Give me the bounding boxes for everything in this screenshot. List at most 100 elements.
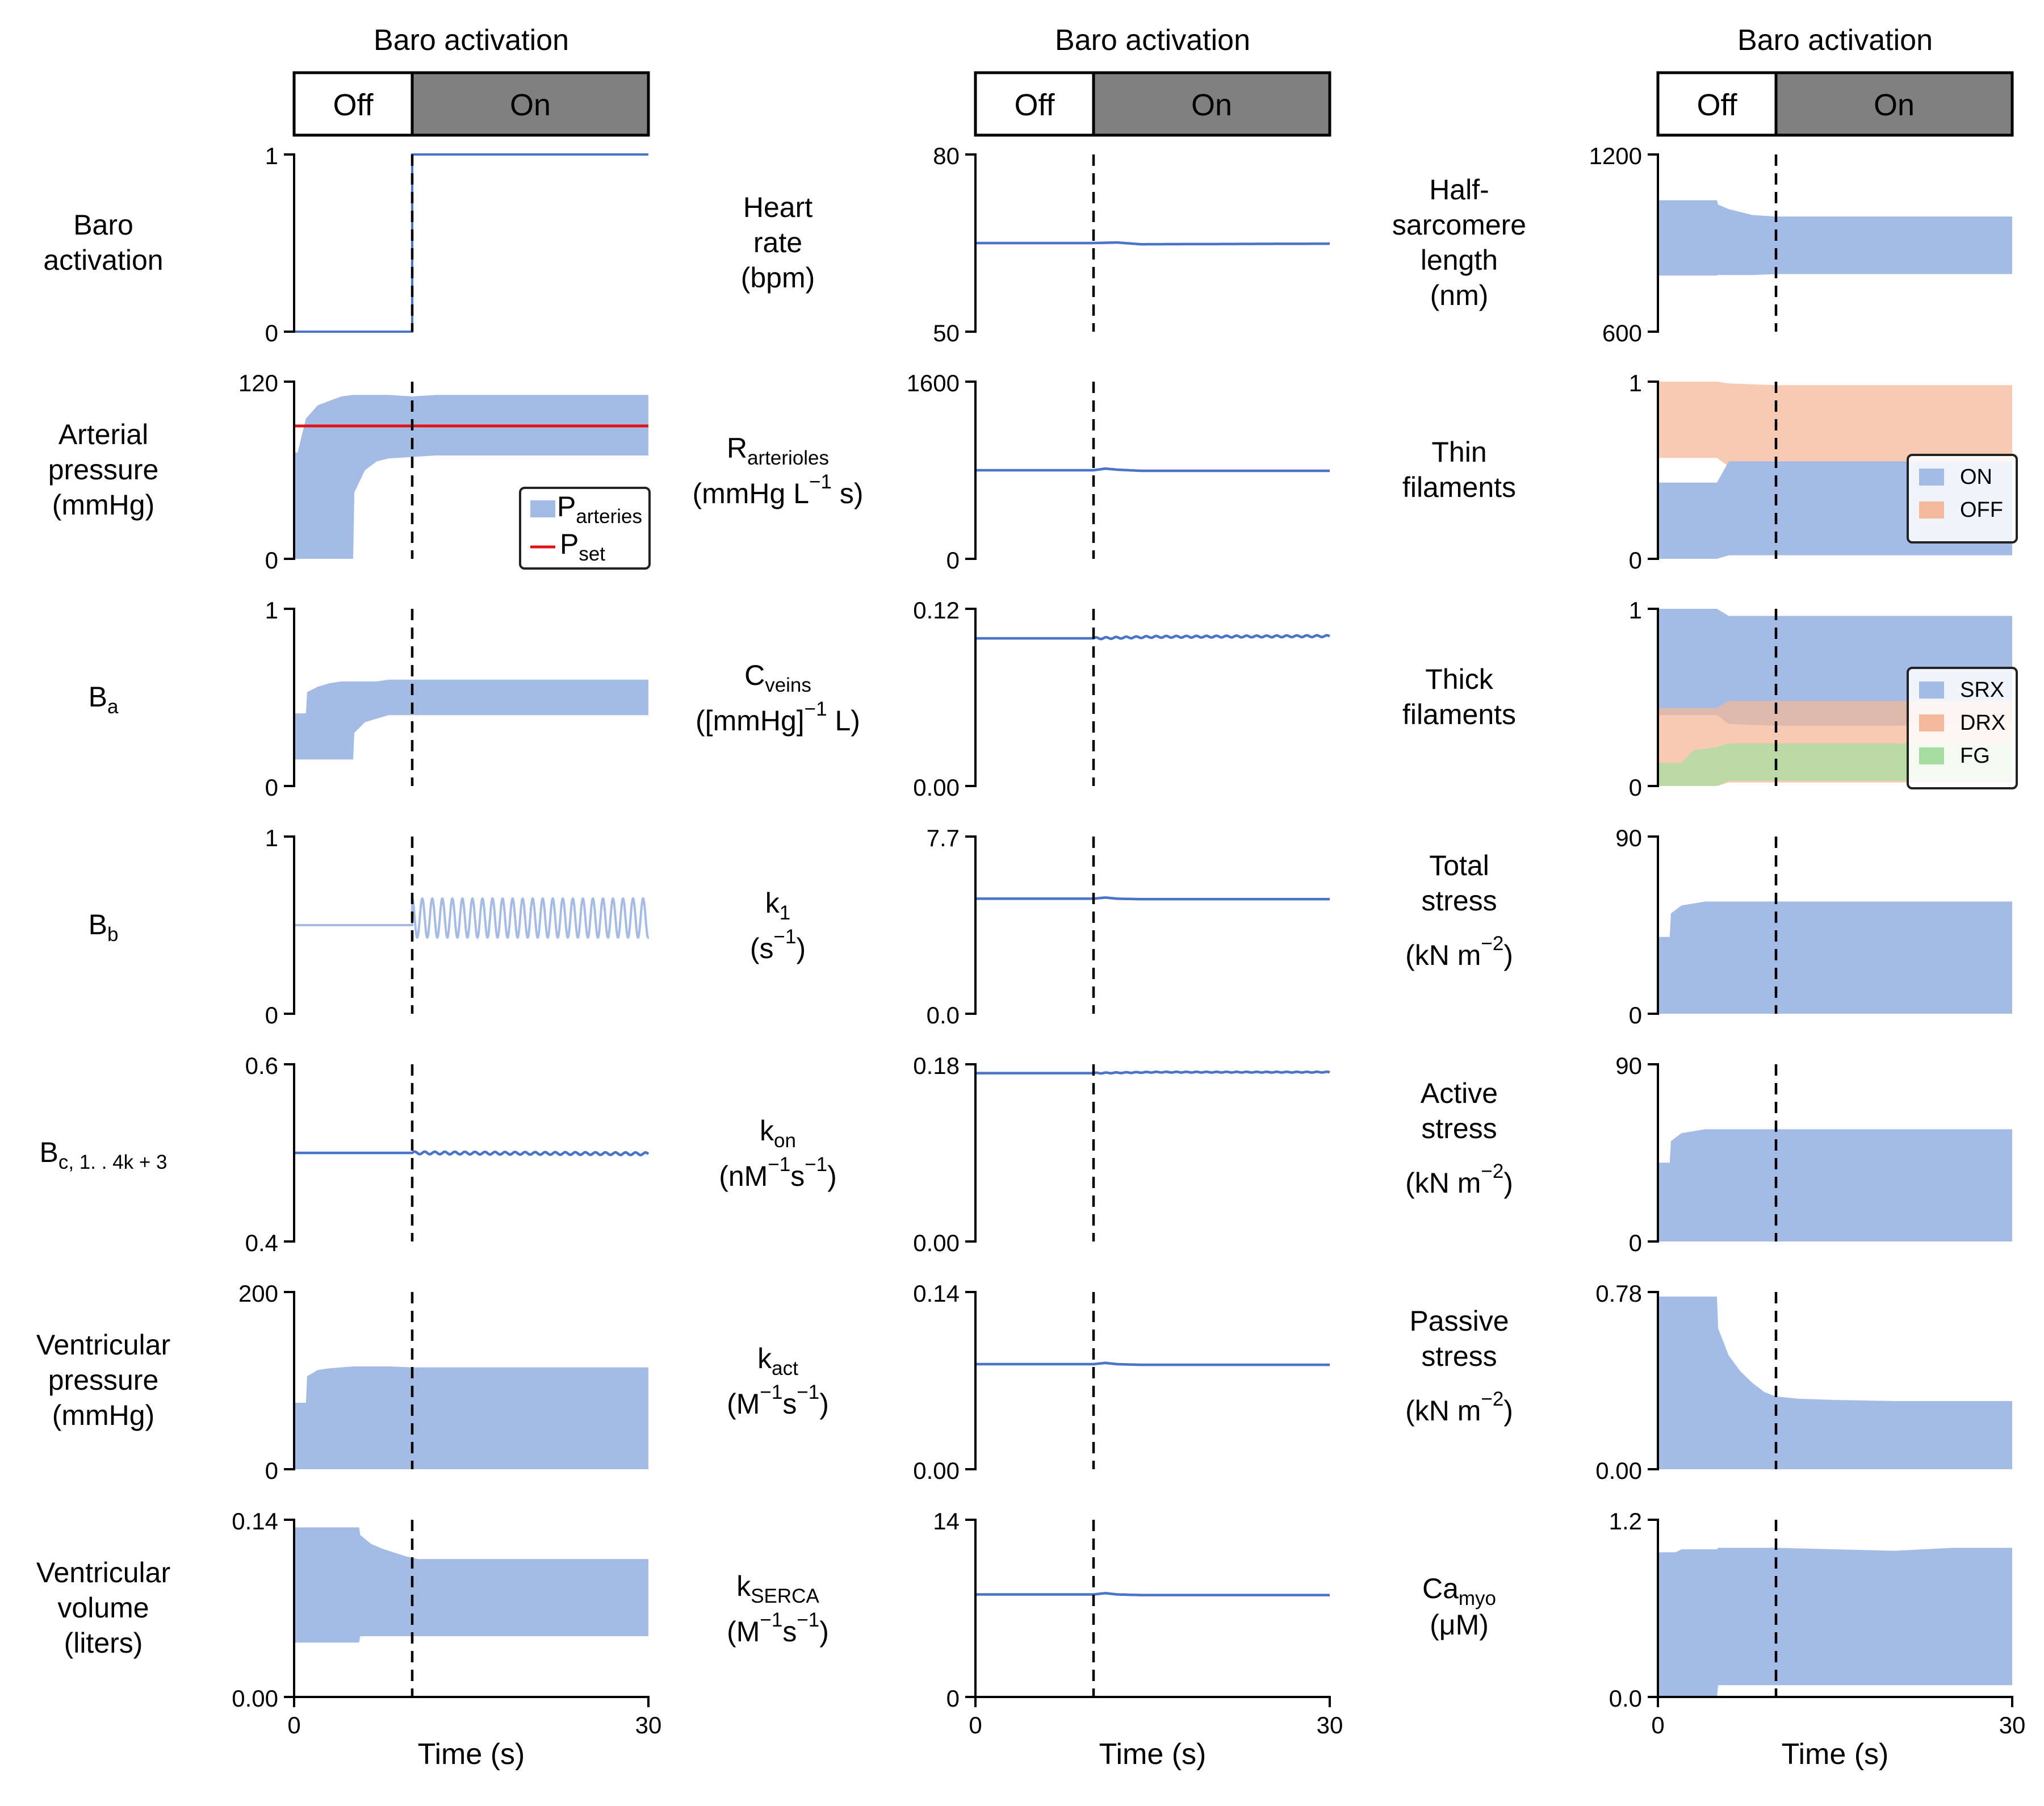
row-label: Total: [1429, 850, 1489, 881]
row-label-part-0: k: [736, 1570, 751, 1602]
row-label-part-1: −1: [774, 926, 797, 948]
x-tick-label: 0: [287, 1712, 300, 1738]
row-label: stress: [1421, 1340, 1497, 1372]
row-label-part-0: Active: [1421, 1077, 1498, 1109]
row-label-part-0: Half-: [1429, 174, 1489, 206]
row-label: (mmHg): [52, 489, 155, 521]
band-series-0: [294, 1527, 648, 1643]
y-tick-label: 1: [265, 143, 278, 169]
band-series-0: [1658, 1297, 2012, 1469]
y-tick-label: 120: [238, 370, 278, 396]
y-tick-label: 1.2: [1609, 1508, 1642, 1535]
y-tick-label: 80: [933, 143, 960, 169]
legend-swatch-fg: [1919, 747, 1944, 764]
row-label: ([mmHg]−1 L): [696, 698, 860, 737]
row-label-part-2: L): [827, 705, 860, 737]
legend-label-pset-part-0: P: [560, 528, 579, 560]
row-label-part-0: (nm): [1430, 279, 1489, 311]
legend-label-on: ON: [1960, 465, 1992, 489]
legend-swatch-srx: [1919, 682, 1944, 699]
row-label: k1: [765, 887, 790, 924]
row-label-part-4: ): [827, 1160, 837, 1192]
panel-c3r7: 1.2 0.0 0 30 Time (s) Camyo(μM): [1422, 1508, 2025, 1771]
row-label: rate: [753, 227, 802, 258]
row-label: kSERCA: [736, 1570, 819, 1607]
line-series: [294, 1150, 650, 1157]
row-label-part-0: (kN m: [1405, 939, 1481, 971]
y-tick-label: 0.0: [927, 1002, 960, 1029]
row-label-part-3: −1: [797, 1609, 819, 1631]
row-label: (μM): [1430, 1609, 1489, 1641]
row-label-part-0: C: [744, 659, 765, 691]
row-label-part-0: pressure: [48, 454, 159, 486]
row-label-part-2: ): [796, 933, 806, 964]
line-series: [975, 1361, 1330, 1366]
y-tick-label: 0.14: [232, 1508, 278, 1535]
row-label: (liters): [64, 1627, 143, 1659]
row-label-part-0: Thin: [1431, 436, 1486, 468]
row-label-part-0: filaments: [1402, 471, 1516, 503]
y-tick-label: 0: [1629, 774, 1642, 801]
row-label: Ventricular: [36, 1557, 170, 1588]
x-tick-label: 30: [1999, 1712, 2026, 1738]
on-label: On: [1191, 88, 1232, 122]
row-label: Heart: [743, 191, 812, 223]
row-label: Thin: [1431, 436, 1486, 468]
line-series: [975, 896, 1330, 901]
x-tick-label: 30: [1317, 1712, 1343, 1738]
row-label: (kN m−2): [1405, 1160, 1513, 1199]
y-tick-label: 0: [265, 1002, 278, 1029]
y-tick-label: 0.4: [245, 1230, 278, 1256]
legend-label-fg: FG: [1960, 744, 1990, 768]
legend-label-srx: SRX: [1960, 678, 2004, 702]
row-label: Baro: [73, 209, 133, 241]
row-label-part-0: activation: [43, 244, 163, 276]
y-tick-label: 0: [1629, 1230, 1642, 1256]
legend-swatch-on: [1919, 469, 1944, 486]
row-label: Passive: [1409, 1305, 1509, 1337]
legend-swatch-arteries: [530, 500, 555, 517]
row-label-part-0: Passive: [1409, 1305, 1509, 1337]
off-label: Off: [333, 88, 374, 122]
header-title: Baro activation: [1737, 24, 1933, 57]
row-label-part-2: s: [790, 1160, 805, 1192]
row-label-part-0: sarcomere: [1392, 209, 1526, 241]
row-label-part-0: R: [727, 432, 747, 464]
row-label-part-0: length: [1421, 244, 1498, 276]
row-label-part-1: −1: [768, 1153, 790, 1176]
legend-label-arteries-part-0: P: [557, 491, 576, 522]
row-label: sarcomere: [1392, 209, 1526, 241]
y-tick-label: 14: [933, 1508, 960, 1535]
y-tick-label: 1: [265, 825, 278, 851]
line-series: [975, 241, 1330, 246]
y-tick-label: 0: [265, 320, 278, 346]
row-label-part-0: (mmHg L: [692, 478, 809, 509]
row-label-part-0: Ventricular: [36, 1329, 170, 1361]
row-label: (kN m−2): [1405, 933, 1513, 971]
row-label-part-0: Thick: [1425, 663, 1493, 695]
y-tick-label: 1600: [907, 370, 960, 396]
legend: SRX DRX FG: [1907, 667, 2018, 789]
on-box: [1092, 71, 1331, 137]
row-label: pressure: [48, 454, 159, 486]
row-label-part-1: −1: [805, 698, 827, 720]
legend: ON OFF: [1907, 454, 2018, 544]
row-label-part-0: B: [89, 909, 107, 940]
row-label: pressure: [48, 1364, 159, 1396]
row-label-part-4: ): [819, 1616, 829, 1648]
row-label-part-0: Ventricular: [36, 1557, 170, 1588]
row-label-part-1: −1: [760, 1381, 782, 1403]
row-label: Active: [1421, 1077, 1498, 1109]
row-label: Thick: [1425, 663, 1493, 695]
row-label-part-0: stress: [1421, 1340, 1497, 1372]
panel-c1r5: 0.6 0.4 Bc, 1. . 4k + 3: [40, 1052, 650, 1256]
row-label: stress: [1421, 885, 1497, 917]
header-title: Baro activation: [1055, 24, 1250, 57]
